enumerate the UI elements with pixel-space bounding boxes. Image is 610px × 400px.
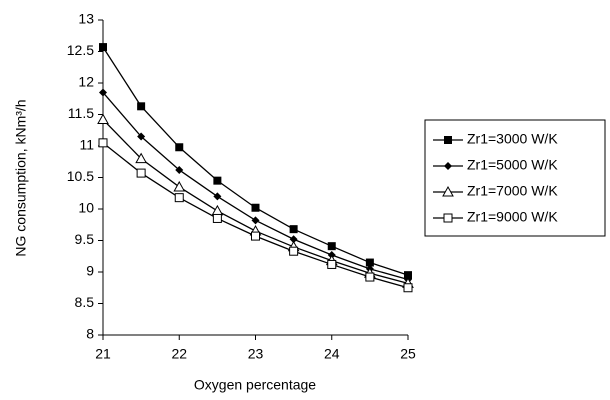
y-tick-label: 11 [79,137,94,153]
marker [251,216,260,225]
y-tick-label: 12.5 [67,42,94,58]
marker [174,193,184,203]
marker [173,180,186,192]
x-tick-label: 22 [171,346,187,362]
y-tick-label: 11.5 [68,105,94,121]
x-tick-label: 21 [95,346,111,362]
series-line [102,46,409,276]
legend-label: Zr1=9000 W/K [467,209,558,225]
y-tick-label: 10 [78,200,94,216]
marker [212,213,222,223]
x-tick-label: 23 [248,346,264,362]
marker [99,43,107,52]
marker [175,143,184,152]
marker [251,203,260,212]
marker [327,242,336,251]
y-tick-label: 8 [86,326,94,342]
marker [175,165,184,174]
marker [327,259,337,269]
marker [365,258,374,267]
marker [365,272,375,282]
legend-marker [444,162,452,170]
marker [289,235,298,244]
x-tick-label: 24 [324,346,340,362]
marker [99,88,107,97]
legend-marker [443,213,453,223]
marker [137,132,146,141]
series-line [102,92,409,281]
y-axis-label: NG consumption, kNm³/h [13,99,29,256]
marker [251,231,260,241]
marker [289,246,299,256]
legend-marker [442,185,454,197]
legend-label: Zr1=7000 W/K [467,183,558,199]
x-axis-label: Oxygen percentage [194,377,316,393]
legend-label: Zr1=3000 W/K [467,131,558,147]
legend-label: Zr1=5000 W/K [467,157,558,173]
marker [97,113,109,125]
y-tick-label: 12 [78,74,94,90]
marker [98,138,108,148]
marker [136,168,146,178]
legend-box [424,119,606,237]
marker [137,102,146,111]
y-tick-label: 9.5 [75,231,95,247]
legend-marker [444,136,452,144]
x-tick-label: 25 [400,346,416,362]
y-tick-label: 13 [78,11,94,27]
marker [135,152,147,164]
y-tick-label: 10.5 [67,168,94,184]
marker [403,283,413,293]
y-tick-label: 8.5 [75,294,95,310]
marker [213,176,222,185]
marker [213,192,222,201]
marker [404,271,412,280]
marker [211,204,224,216]
marker [289,225,298,234]
y-tick-label: 9 [86,263,94,279]
